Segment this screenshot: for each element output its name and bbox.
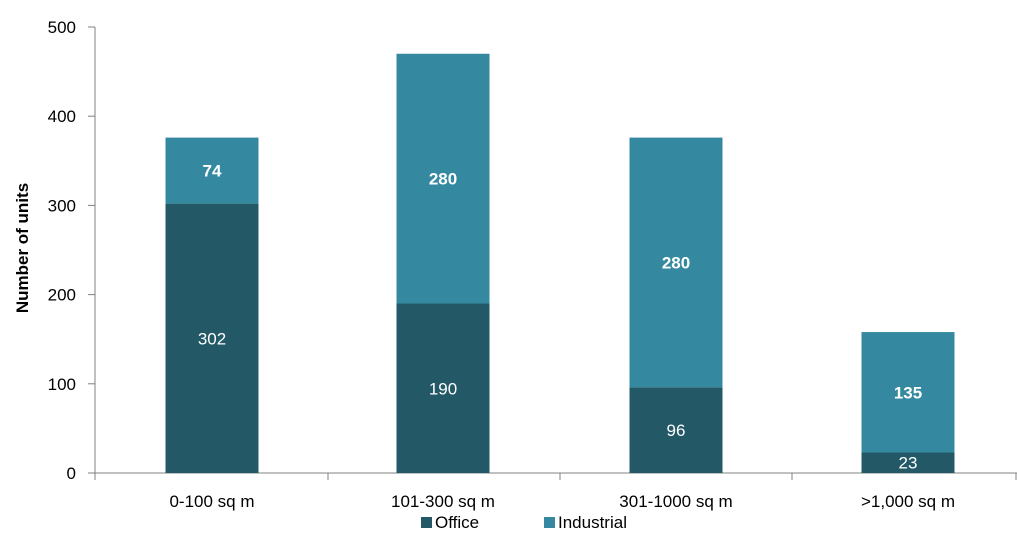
bar-industrial	[629, 137, 723, 388]
legend: Office Industrial	[421, 513, 627, 532]
legend-label-industrial: Industrial	[558, 513, 627, 532]
x-tick-label: >1,000 sq m	[861, 492, 955, 511]
y-tick-label: 500	[48, 18, 76, 37]
data-label-industrial: 74	[203, 162, 222, 181]
data-label-industrial: 135	[894, 383, 922, 402]
x-tick-label: 301-1000 sq m	[619, 492, 732, 511]
y-tick-label: 400	[48, 107, 76, 126]
bar-industrial	[861, 332, 955, 453]
bar-office	[861, 452, 955, 473]
legend-swatch-office	[421, 517, 432, 528]
y-tick-label: 0	[67, 464, 76, 483]
x-tick-label: 101-300 sq m	[391, 492, 495, 511]
data-label-industrial: 280	[662, 253, 690, 272]
bar-industrial	[396, 53, 490, 304]
data-label-office: 96	[667, 421, 686, 440]
data-label-office: 23	[899, 454, 918, 473]
y-tick-label: 100	[48, 375, 76, 394]
x-axis: 0-100 sq m 101-300 sq m 301-1000 sq m >1,00…	[94, 472, 1017, 511]
y-axis-title: Number of units	[13, 183, 32, 313]
bar-industrial	[165, 137, 259, 204]
y-axis: 0 100 200 300 400 500	[48, 18, 96, 483]
legend-label-office: Office	[435, 513, 479, 532]
x-tick-label: 0-100 sq m	[169, 492, 254, 511]
bar-office	[629, 387, 723, 473]
bar-office	[165, 203, 259, 473]
bar-office	[396, 303, 490, 473]
y-tick-label: 200	[48, 286, 76, 305]
y-tick-label: 300	[48, 196, 76, 215]
data-label-industrial: 280	[429, 170, 457, 189]
data-label-office: 302	[198, 329, 226, 348]
legend-swatch-industrial	[544, 517, 555, 528]
data-label-office: 190	[429, 379, 457, 398]
data-labels: 302 74 190 280 96 280 23 135	[198, 162, 922, 473]
bars	[165, 53, 955, 473]
